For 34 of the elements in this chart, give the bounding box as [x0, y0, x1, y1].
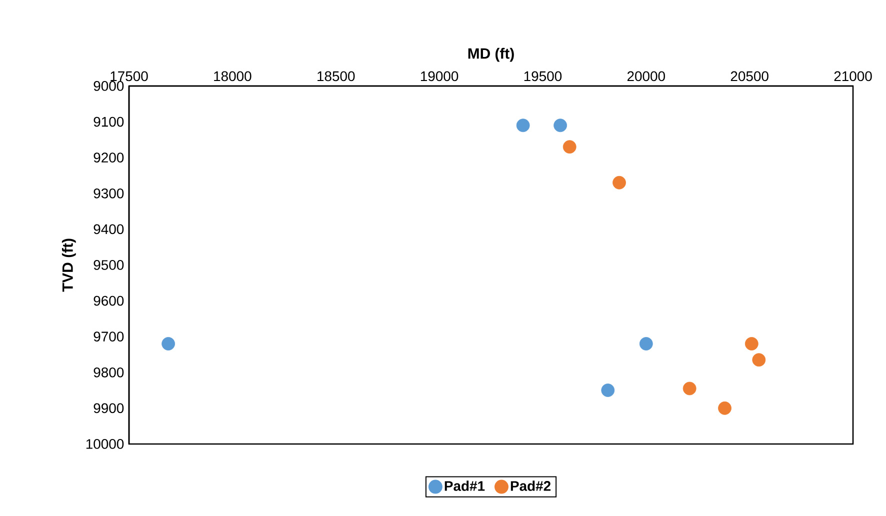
- point: [718, 401, 732, 415]
- point: [682, 382, 696, 396]
- legend-label: Pad#2: [510, 480, 551, 491]
- point: [562, 140, 576, 154]
- y-tick-label: 9500: [94, 260, 124, 270]
- point: [516, 118, 530, 132]
- x-tick-label: 21000: [834, 71, 872, 82]
- x-tick-label: 18500: [318, 71, 355, 82]
- x-tick-label: 17500: [110, 71, 148, 82]
- point: [554, 118, 568, 132]
- point: [162, 337, 176, 350]
- point: [601, 384, 615, 397]
- y-tick-label: 10000: [86, 439, 124, 449]
- point: [744, 337, 758, 350]
- legend-label: Pad#1: [444, 480, 485, 491]
- y-tick-label: 9900: [94, 403, 124, 414]
- x-tick-label: 20000: [627, 71, 665, 82]
- y-tick-label: 9700: [94, 332, 124, 342]
- y-tick-label: 9400: [94, 224, 124, 234]
- point: [639, 337, 653, 350]
- x-axis-title: MD (ft): [468, 48, 514, 62]
- y-tick-label: 9600: [94, 296, 124, 306]
- x-tick-label: 19000: [420, 71, 458, 82]
- y-tick-label: 9200: [94, 152, 124, 163]
- y-tick-label: 9100: [94, 116, 124, 127]
- y-axis-title: TVD (ft): [62, 238, 76, 292]
- x-tick-label: 20500: [730, 71, 768, 82]
- x-tick-label: 18000: [214, 71, 252, 82]
- point: [752, 353, 766, 367]
- point: [612, 176, 626, 190]
- y-tick-label: 9000: [94, 81, 124, 91]
- x-tick-label: 19500: [524, 71, 562, 82]
- y-tick-label: 9800: [94, 367, 124, 378]
- y-tick-label: 9300: [94, 188, 124, 198]
